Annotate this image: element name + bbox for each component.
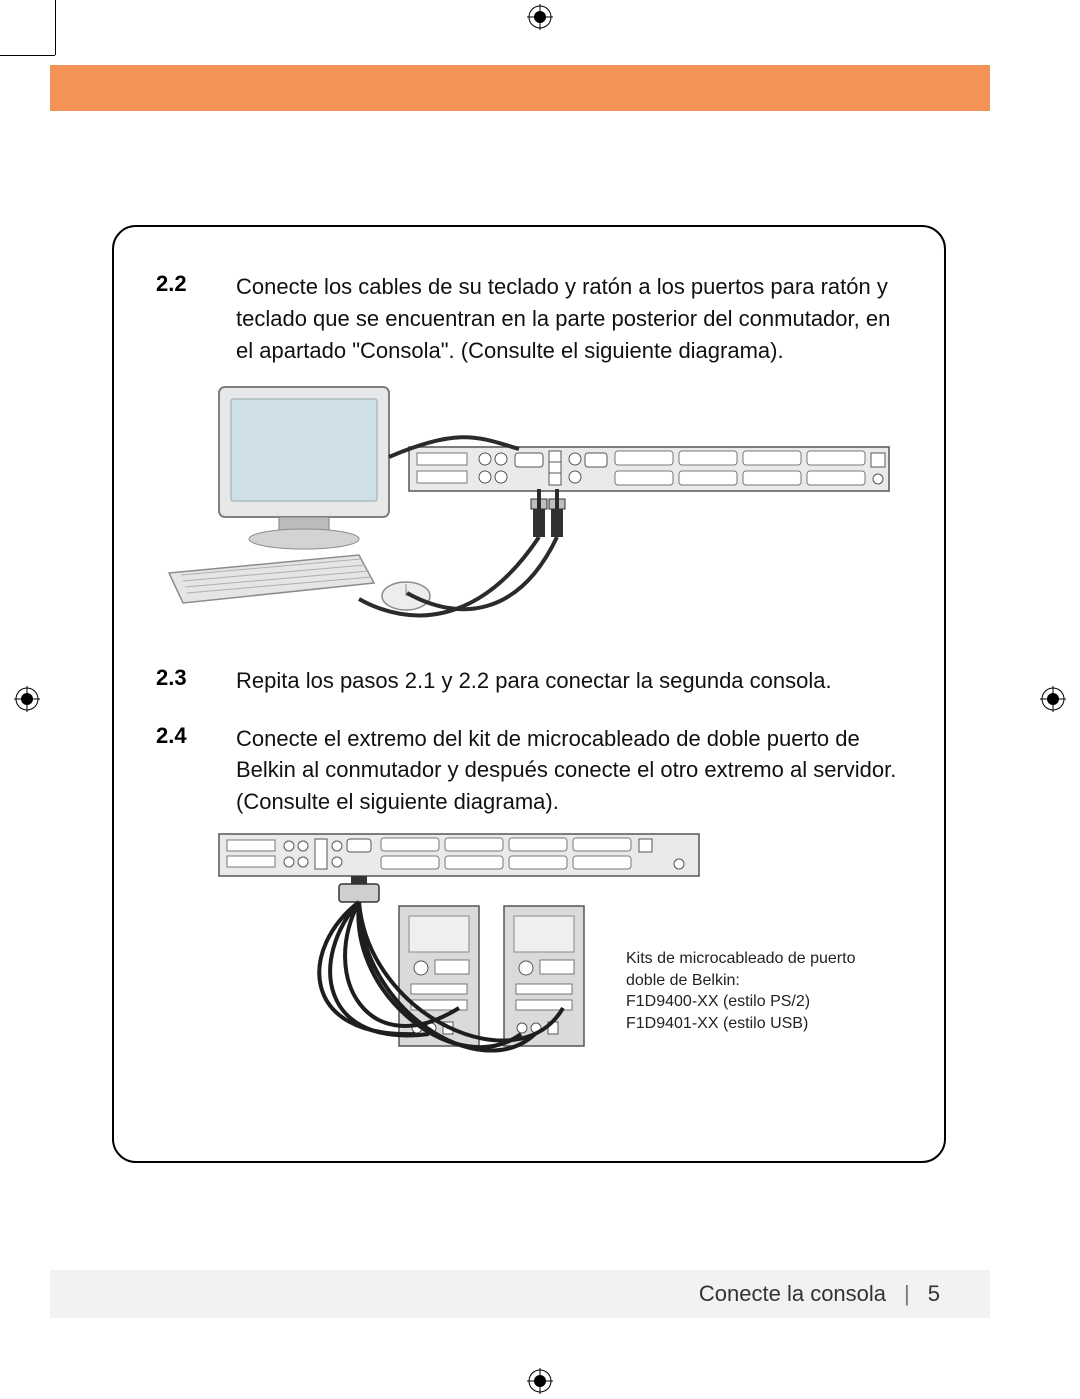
registration-mark-top [527,4,553,30]
step-2-4: 2.4 Conecte el extremo del kit de microc… [156,723,902,819]
step-number: 2.4 [156,723,196,819]
header-accent-bar [50,65,990,111]
instruction-panel: 2.2 Conecte los cables de su teclado y r… [112,225,946,1163]
step-text: Conecte los cables de su teclado y ratón… [236,271,902,367]
registration-mark-right [1040,686,1066,712]
footer-separator: | [904,1281,910,1307]
diagram-server-connection: Kits de microcableado de puerto doble de… [156,828,902,1078]
footer-page-number: 5 [928,1281,940,1307]
step-2-2: 2.2 Conecte los cables de su teclado y r… [156,271,902,367]
registration-mark-left [14,686,40,712]
step-number: 2.2 [156,271,196,367]
kit-caption-line: Kits de microcableado de puerto [626,948,855,970]
crop-mark [55,0,56,55]
step-2-3: 2.3 Repita los pasos 2.1 y 2.2 para cone… [156,665,902,697]
kit-caption-line: F1D9401-XX (estilo USB) [626,1013,855,1035]
kit-caption-line: F1D9400-XX (estilo PS/2) [626,991,855,1013]
registration-mark-bottom [527,1368,553,1394]
step-text: Conecte el extremo del kit de microcable… [236,723,902,819]
step-text: Repita los pasos 2.1 y 2.2 para conectar… [236,665,832,697]
kit-caption: Kits de microcableado de puerto doble de… [626,948,855,1034]
page-footer: Conecte la consola | 5 [50,1270,990,1318]
crop-mark [0,55,55,56]
kit-caption-line: doble de Belkin: [626,970,855,992]
footer-section-title: Conecte la consola [699,1281,886,1307]
step-number: 2.3 [156,665,196,697]
diagram-console-connection [156,377,902,637]
